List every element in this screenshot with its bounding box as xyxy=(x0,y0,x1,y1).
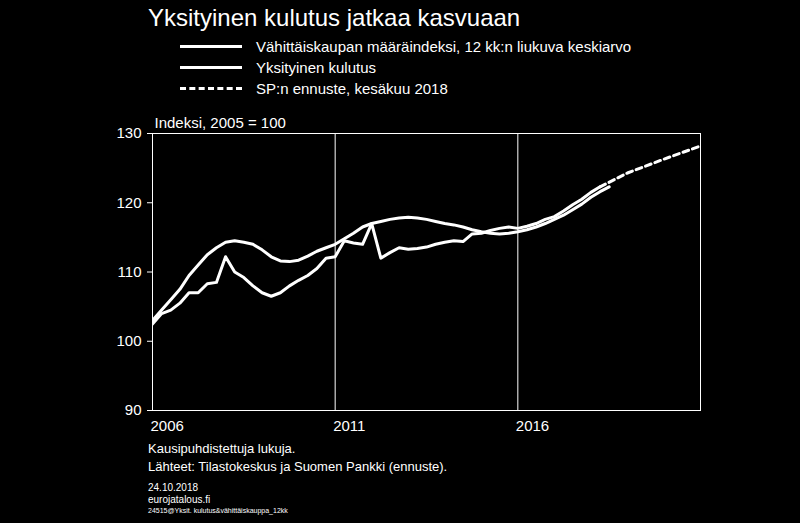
html-text:Yksityinen kulutus: Yksityinen kulutus xyxy=(256,59,377,76)
svg-text:2011: 2011 xyxy=(333,417,365,434)
html-text:Vähittäiskaupan määräindeksi,: Vähittäiskaupan määräindeksi, 12 kk:n li… xyxy=(256,38,632,55)
svg-text:Indeksi, 2005 = 100: Indeksi, 2005 = 100 xyxy=(155,114,286,131)
svg-text:90: 90 xyxy=(125,401,142,418)
html-text:eurojatalous.fi: eurojatalous.fi xyxy=(148,494,211,505)
html-text:24515@Yksit. kulutus&vähittäis: 24515@Yksit. kulutus&vähittäiskauppa_12k… xyxy=(148,507,288,514)
html-text:Kausipuhdistettuja lukuja.: Kausipuhdistettuja lukuja. xyxy=(148,441,296,456)
html-text:Lähteet: Tilastokeskus ja Suom: Lähteet: Tilastokeskus ja Suomen Pankki … xyxy=(148,459,448,474)
svg-text:2006: 2006 xyxy=(151,417,184,434)
svg-text:120: 120 xyxy=(116,194,141,211)
svg-text:110: 110 xyxy=(118,263,142,280)
svg-text:100: 100 xyxy=(116,332,141,349)
html-text:Yksityinen kulutus jatkaa kasv: Yksityinen kulutus jatkaa kasvuaan xyxy=(148,4,521,31)
svg-text:2016: 2016 xyxy=(516,417,549,434)
html-text:24.10.2018: 24.10.2018 xyxy=(148,482,199,493)
html-text:SP:n ennuste, kesäkuu 2018: SP:n ennuste, kesäkuu 2018 xyxy=(256,80,448,97)
svg-text:130: 130 xyxy=(116,124,141,141)
